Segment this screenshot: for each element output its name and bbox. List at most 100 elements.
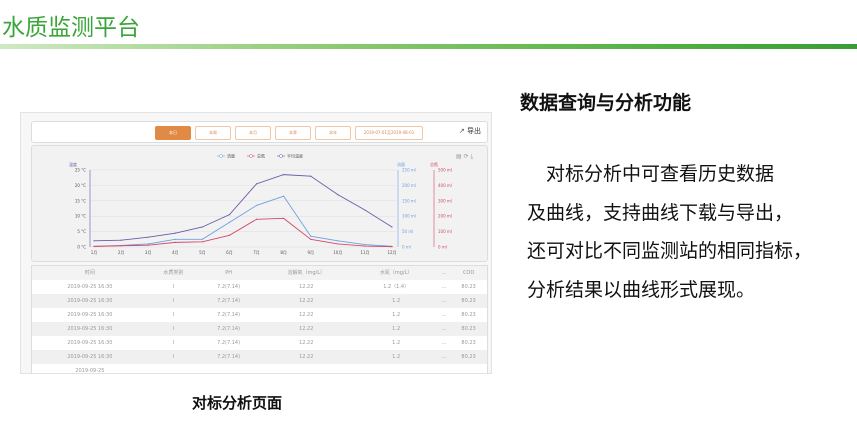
data-point bbox=[174, 232, 176, 234]
data-point bbox=[228, 214, 231, 216]
data-point bbox=[120, 245, 122, 247]
right1-tick-label: 100 ml bbox=[402, 214, 416, 219]
data-point bbox=[310, 238, 312, 240]
table-cell: 80.23 bbox=[461, 340, 476, 346]
table-row[interactable]: 2019-09-25 16:30 I 7.2(7.14) 12.22 1.2... 80.… bbox=[32, 350, 487, 364]
column-header: PH bbox=[199, 266, 259, 280]
table-cell: 2019-09-25 16:30 bbox=[67, 312, 113, 318]
data-point bbox=[201, 238, 203, 240]
table-cell bbox=[354, 364, 437, 373]
table-cell: 12.22 bbox=[299, 312, 314, 318]
title-divider bbox=[0, 44, 857, 49]
toolbar: 本日 本周 本月 本季 本年 2019-07-01至2019-08-01 ↗ 导… bbox=[31, 121, 488, 143]
data-point bbox=[174, 238, 176, 240]
data-point bbox=[120, 239, 122, 241]
data-point bbox=[337, 194, 339, 196]
x-tick-label: 4月 bbox=[172, 250, 179, 255]
data-point bbox=[391, 226, 393, 228]
right2-axis-label: 总氮 bbox=[430, 161, 438, 167]
table-cell: ... bbox=[441, 284, 447, 290]
series-line-平均温度 bbox=[93, 174, 393, 242]
table-cell bbox=[258, 364, 354, 373]
table-row[interactable]: 2019-09-25 16:30 I 7.2(7.14) 12.22 1.2... 80.… bbox=[32, 322, 487, 336]
period-button-week[interactable]: 本周 bbox=[195, 126, 231, 140]
table-cell: 12.22 bbox=[258, 322, 355, 336]
chart-panel: 0 °C 0 ml 0 ml 5 °C 50 ml 100 ml 10 °C 100 ml 20… bbox=[31, 145, 488, 262]
data-point bbox=[310, 175, 312, 177]
x-tick-label: 7月 bbox=[253, 250, 260, 255]
table-cell bbox=[438, 364, 450, 373]
legend-marker bbox=[249, 154, 253, 158]
x-tick-label: 8月 bbox=[280, 250, 287, 255]
date-range-picker[interactable]: 2019-07-01至2019-08-01 bbox=[355, 126, 423, 140]
table-row[interactable]: 2019-09-25 16:30 I 7.2(7.14) 12.22 1.2... 80.… bbox=[32, 294, 487, 308]
right2-tick-label: 200 ml bbox=[438, 214, 452, 219]
data-point bbox=[147, 244, 149, 246]
table-cell: I bbox=[172, 284, 175, 290]
table-row[interactable]: 2019-09-25 16:30 I 7.2(7.14) 12.22 1.2（1.4）.… bbox=[32, 280, 487, 294]
x-tick-label: 3月 bbox=[145, 250, 152, 255]
data-point bbox=[255, 204, 258, 207]
data-point bbox=[283, 174, 285, 176]
period-button-quarter[interactable]: 本季 bbox=[275, 126, 311, 140]
table-cell: 7.2(7.14) bbox=[217, 312, 241, 318]
legend-label: 总氮 bbox=[257, 153, 265, 159]
table-cell: ... bbox=[441, 312, 447, 318]
right1-axis-label: 流量 bbox=[397, 161, 405, 167]
period-button-month[interactable]: 本月 bbox=[235, 126, 271, 140]
table-cell: 1.2 bbox=[354, 294, 438, 308]
data-point bbox=[174, 241, 176, 243]
table-cell: I bbox=[147, 294, 200, 308]
x-tick-label: 11月 bbox=[360, 250, 369, 255]
x-tick-label: 2月 bbox=[118, 250, 125, 255]
paragraph-line: 及曲线，支持曲线下载与导出， bbox=[527, 201, 794, 224]
data-point bbox=[255, 218, 258, 220]
x-tick-label: 12月 bbox=[387, 250, 396, 255]
table-cell: 2019-09-25 16:30 bbox=[32, 322, 148, 336]
legend-marker bbox=[219, 154, 223, 158]
table-row[interactable]: 2019-09-25 16:30 I 7.2(7.14) 12.22 1.2... 80.… bbox=[32, 308, 487, 322]
table-cell: 12.22 bbox=[258, 350, 355, 364]
table-row[interactable]: 2019-09-25 16:30 I 7.2(7.14) 12.22 1.2... 80.… bbox=[32, 336, 487, 350]
table-cell: 80.23 bbox=[461, 284, 476, 290]
left-tick-label: 15 °C bbox=[75, 198, 86, 203]
legend-marker bbox=[279, 154, 283, 158]
export-button[interactable]: ↗ 导出 bbox=[459, 126, 481, 136]
right2-tick-label: 100 ml bbox=[438, 229, 452, 234]
right2-tick-label: 300 ml bbox=[438, 198, 452, 203]
data-point bbox=[228, 221, 231, 223]
table-cell: 2019-09-25 16:30 bbox=[67, 284, 113, 290]
table-cell: 1.2 bbox=[354, 322, 438, 336]
table-cell: 7.2(7.14) bbox=[199, 294, 259, 308]
right2-tick-label: 500 ml bbox=[438, 168, 452, 173]
period-button-year[interactable]: 本年 bbox=[315, 126, 351, 140]
table-cell: 7.2(7.14) bbox=[199, 350, 259, 364]
legend-label: 平均温度 bbox=[287, 153, 303, 159]
data-point bbox=[93, 245, 95, 247]
series-line-总氮 bbox=[93, 217, 393, 248]
paragraph-line: 还可对比不同监测站的相同指标， bbox=[527, 240, 813, 262]
series-line-流量 bbox=[93, 195, 393, 247]
export-icon: ↗ bbox=[458, 127, 465, 135]
data-point bbox=[391, 246, 393, 248]
data-point bbox=[228, 234, 231, 236]
table-cell: 2019-09-25 16:30 bbox=[32, 294, 148, 308]
x-tick-label: 5月 bbox=[199, 250, 206, 255]
data-point bbox=[147, 243, 149, 245]
table-cell: 12.22 bbox=[299, 340, 314, 346]
x-tick-label: 6月 bbox=[226, 250, 233, 255]
table-cell: 2019-09-25 16:30 bbox=[32, 350, 148, 364]
table-cell: 1.2 bbox=[354, 350, 438, 364]
analysis-page-screenshot: 本日 本周 本月 本季 本年 2019-07-01至2019-08-01 ↗ 导… bbox=[20, 112, 492, 374]
right1-tick-label: 50 ml bbox=[402, 229, 413, 234]
right1-tick-label: 0 ml bbox=[402, 245, 411, 250]
table-cell bbox=[199, 364, 258, 373]
column-header: 水质类别 bbox=[147, 266, 200, 280]
section-heading: 数据查询与分析功能 bbox=[520, 92, 692, 114]
table-cell: 1.2 bbox=[392, 312, 401, 318]
table-cell: 1.2 bbox=[392, 340, 401, 346]
table-row[interactable]: 2019-09-25 bbox=[32, 364, 487, 373]
data-point bbox=[93, 240, 95, 242]
period-button-day[interactable]: 本日 bbox=[155, 126, 191, 140]
screenshot-caption: 对标分析页面 bbox=[192, 394, 283, 412]
